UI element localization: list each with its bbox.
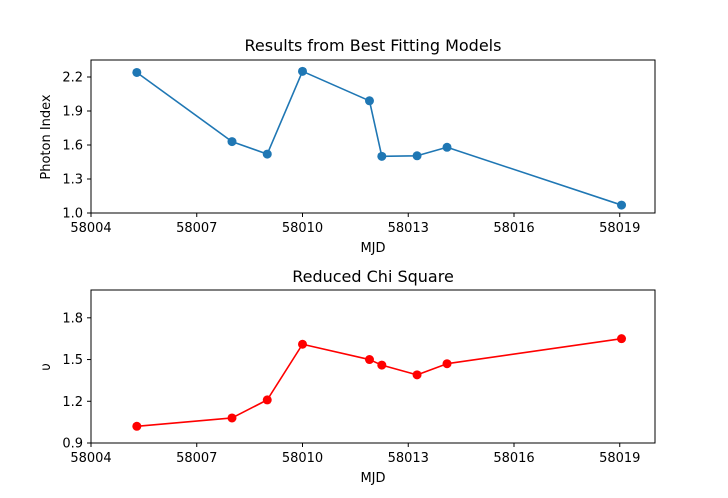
plot-area [132, 334, 627, 431]
y-tick-label: 1.0 [62, 207, 83, 222]
y-tick-label: 1.6 [62, 139, 83, 154]
y-tick-label: 1.8 [62, 311, 83, 326]
y-tick-label: 1.3 [62, 173, 83, 188]
x-tick-label: 58019 [599, 451, 640, 466]
reduced-chi-square-chart: Reduced Chi Square 58004 58007 58010 58013 5… [39, 267, 656, 486]
chart-title: Results from Best Fitting Models [245, 36, 502, 55]
data-point [442, 359, 452, 369]
plot-area [132, 66, 627, 210]
data-point [364, 96, 374, 106]
axes-frame [90, 59, 656, 214]
x-tick-label: 58013 [388, 221, 429, 236]
data-point [377, 360, 387, 370]
x-tick-label: 58016 [493, 221, 534, 236]
data-point [617, 334, 627, 344]
y-tick-label: 0.9 [62, 437, 83, 452]
x-tick-label: 58019 [599, 221, 640, 236]
x-tick-label: 58013 [388, 451, 429, 466]
y-axis-ticks: 0.9 1.2 1.5 1.8 [62, 311, 91, 452]
x-axis-label: MJD [360, 241, 385, 256]
x-tick-label: 58007 [176, 221, 217, 236]
x-tick-label: 58004 [70, 221, 111, 236]
data-point [377, 151, 387, 161]
y-tick-label: 1.9 [62, 105, 83, 120]
x-tick-label: 58007 [176, 451, 217, 466]
y-axis-label: Photon Index [39, 94, 54, 180]
y-tick-label: 1.2 [62, 395, 83, 410]
x-axis-ticks: 58004 58007 58010 58013 58016 58019 [70, 443, 640, 466]
data-point [227, 413, 237, 423]
data-point [132, 67, 142, 77]
y-axis-ticks: 1.0 1.3 1.6 1.9 2.2 [62, 71, 91, 222]
data-point [298, 339, 307, 349]
y-tick-label: 1.5 [62, 353, 83, 368]
axes-frame [90, 289, 656, 444]
y-tick-label: 2.2 [62, 71, 83, 86]
data-point [442, 142, 452, 152]
data-point [364, 355, 374, 365]
data-point [298, 66, 307, 76]
data-point [262, 149, 272, 159]
photon-index-chart: Results from Best Fitting Models 58004 58… [39, 36, 656, 256]
data-point [412, 151, 422, 161]
x-axis-ticks: 58004 58007 58010 58013 58016 58019 [70, 213, 640, 236]
chart-title: Reduced Chi Square [292, 267, 454, 286]
data-point [227, 137, 237, 147]
data-point [412, 370, 422, 380]
data-point [132, 421, 142, 431]
x-tick-label: 58016 [493, 451, 534, 466]
data-point [262, 395, 272, 405]
x-axis-label: MJD [360, 471, 385, 486]
x-tick-label: 58010 [282, 451, 323, 466]
data-point [617, 200, 627, 210]
x-tick-label: 58004 [70, 451, 111, 466]
x-tick-label: 58010 [282, 221, 323, 236]
y-axis-label: υ [39, 363, 54, 371]
